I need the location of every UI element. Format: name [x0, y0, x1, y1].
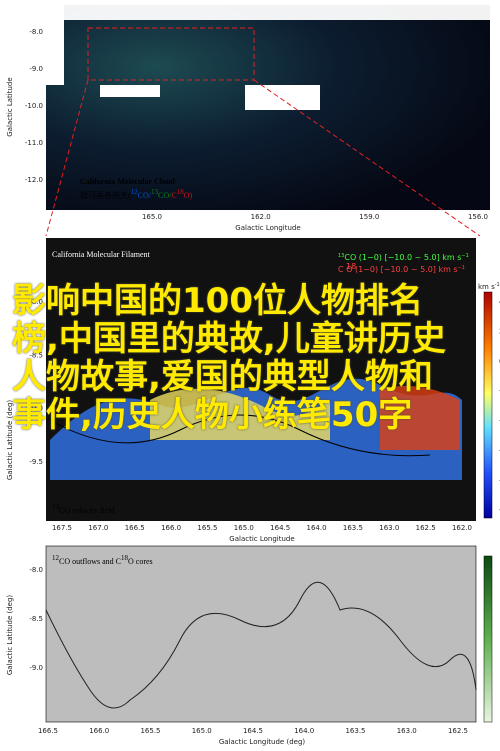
legend-exp: −1 — [458, 265, 465, 271]
legend-name: C O (1−0) [−10.0 ~ 5.0] km s — [338, 265, 458, 274]
y-tick-label: -9.0 — [29, 65, 43, 73]
x-tick-label: 166.5 — [38, 727, 58, 735]
species: 12 — [131, 188, 139, 196]
y-tick-label: -9.0 — [29, 405, 43, 413]
caption-iso: 13 — [52, 503, 60, 511]
y-tick-label: -10.0 — [25, 102, 43, 110]
x-tick-label: 159.0 — [359, 213, 379, 221]
mask — [245, 85, 320, 110]
axis-label: Galactic Latitude — [6, 77, 14, 136]
x-tick-label: 165.0 — [234, 524, 254, 532]
unit-exp: -1 — [495, 282, 500, 288]
legend-iso: 18 — [346, 262, 356, 271]
x-tick-label: 164.5 — [270, 524, 290, 532]
x-tick-label: 167.5 — [52, 524, 72, 532]
survey: 银河画卷巡天 — [80, 190, 128, 200]
overlay-text: 影响中国的100位人物排名榜,中国里的典故,儿童讲历史人物故事,爱国的典型人物和… — [12, 281, 446, 435]
x-tick-label: 165.5 — [140, 727, 160, 735]
zoom-box — [87, 27, 255, 81]
title-iso: 12 — [52, 554, 60, 562]
filament-spine — [49, 414, 431, 457]
title: CO outflows and C — [59, 557, 121, 566]
axis-label: Galactic Longitude (deg) — [219, 738, 306, 746]
title: O cores — [128, 557, 153, 566]
y-tick-label: -9.5 — [29, 458, 43, 466]
mask — [64, 5, 490, 20]
x-tick-label: 162.5 — [416, 524, 436, 532]
colorbar — [483, 555, 493, 723]
x-ticks: 165.0 162.0 159.0 156.0 — [142, 213, 488, 221]
legend-exp: −1 — [461, 253, 468, 259]
y-ticks: -8.0 -9.0 -10.0 -11.0 -12.0 — [25, 28, 43, 184]
axis-label: Galactic Latitude (deg) — [6, 595, 14, 676]
panel-caption: 13CO velocity field — [52, 503, 115, 515]
y-tick-label: -8.0 — [29, 298, 43, 306]
axis-label: Galactic Longitude — [229, 535, 294, 543]
outflow-map — [45, 545, 477, 723]
panel-subtitle: 银河画卷巡天(12CO/13CO/C18O) — [80, 188, 192, 200]
x-tick-label: 165.0 — [192, 727, 212, 735]
axis-label: Galactic Longitude — [235, 224, 300, 232]
panel-title: 12CO outflows and C18O cores — [52, 554, 153, 566]
y-ticks: -8.0 -8.5 -9.0 -9.5 — [29, 298, 43, 466]
zoom-line — [253, 79, 481, 237]
x-ticks: 167.5 167.0 166.5 166.0 165.5 165.0 164.5 164.0… — [52, 524, 472, 532]
species: 18 — [177, 188, 185, 196]
legend-iso: 13 — [338, 253, 344, 259]
y-tick-label: -8.0 — [29, 28, 43, 36]
species: C — [171, 191, 176, 200]
y-tick-label: -8.5 — [29, 615, 43, 623]
unit: km s — [478, 283, 495, 291]
x-tick-label: 166.0 — [161, 524, 181, 532]
species: CO/ — [158, 191, 172, 200]
legend-name: CO (1−0) [−10.0 ~ 5.0] km s — [344, 253, 461, 262]
x-tick-label: 162.5 — [448, 727, 468, 735]
contour — [45, 581, 477, 709]
species: 13 — [151, 188, 159, 196]
legend-entry: C O (1−0) [−10.0 ~ 5.0] km s−1 — [338, 265, 465, 274]
title-iso: 18 — [121, 554, 129, 562]
velocity-field — [380, 385, 460, 450]
mask — [100, 85, 160, 97]
y-ticks: -8.0 -8.5 -9.0 — [29, 566, 43, 672]
x-tick-label: 163.5 — [345, 727, 365, 735]
y-tick-label: -8.5 — [29, 351, 43, 359]
x-tick-label: 166.0 — [89, 727, 109, 735]
species: CO/ — [138, 191, 152, 200]
x-tick-label: 163.0 — [397, 727, 417, 735]
x-tick-label: 156.0 — [468, 213, 488, 221]
x-tick-label: 165.5 — [197, 524, 217, 532]
x-tick-label: 163.0 — [379, 524, 399, 532]
mask — [46, 5, 64, 85]
x-tick-label: 165.0 — [142, 213, 162, 221]
panel-title: California Molecular Filament — [52, 250, 151, 259]
x-tick-label: 166.5 — [125, 524, 145, 532]
x-tick-label: 164.5 — [243, 727, 263, 735]
x-tick-label: 167.0 — [88, 524, 108, 532]
y-tick-label: -9.0 — [29, 664, 43, 672]
x-tick-label: 164.0 — [294, 727, 314, 735]
x-tick-label: 164.0 — [307, 524, 327, 532]
y-tick-label: -12.0 — [25, 176, 43, 184]
velocity-field — [150, 388, 330, 440]
x-ticks: 166.5 166.0 165.5 165.0 164.5 164.0 163.5 163.0… — [38, 727, 468, 735]
legend-entry: 13CO (1−0) [−10.0 ~ 5.0] km s−1 — [338, 253, 469, 262]
y-tick-label: -8.0 — [29, 566, 43, 574]
colorbar-unit: km s-1 — [478, 282, 500, 291]
species: O) — [184, 191, 193, 200]
zoom-line — [45, 79, 89, 237]
panel-title: California Molecular Cloud — [80, 177, 176, 186]
colorbar — [483, 291, 493, 519]
x-tick-label: 162.0 — [251, 213, 271, 221]
axis-bg — [46, 522, 476, 532]
species: ( — [128, 191, 131, 200]
x-tick-label: 162.0 — [452, 524, 472, 532]
caption: CO velocity field — [59, 506, 115, 515]
x-tick-label: 163.5 — [343, 524, 363, 532]
axis-label: Galactic Latitude (deg) — [6, 400, 14, 481]
y-tick-label: -11.0 — [25, 139, 43, 147]
